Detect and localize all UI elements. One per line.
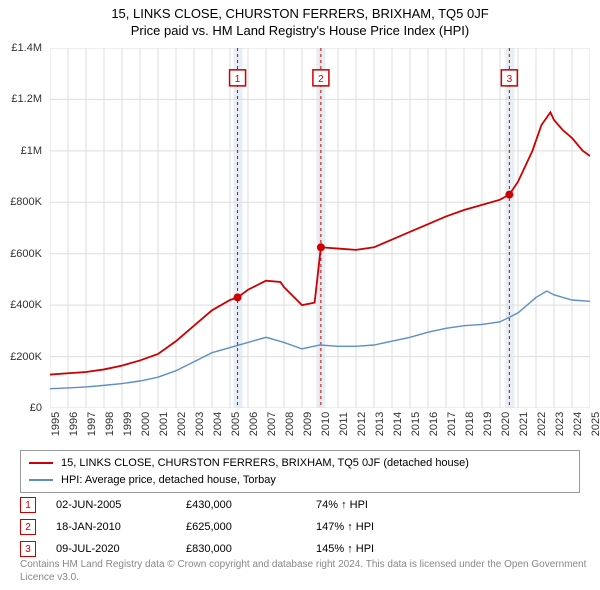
- y-axis-label: £400K: [2, 299, 42, 311]
- transaction-row: 2 18-JAN-2010£625,000147% ↑ HPI: [20, 516, 580, 538]
- legend: 15, LINKS CLOSE, CHURSTON FERRERS, BRIXH…: [20, 450, 580, 493]
- plot-svg: 1 2 3: [50, 48, 590, 408]
- x-axis-label: 2018: [464, 412, 476, 436]
- transaction-point: [505, 191, 513, 199]
- legend-swatch: [29, 462, 53, 464]
- x-axis-label: 2023: [554, 412, 566, 436]
- transaction-date: 18-JAN-2010: [56, 521, 186, 533]
- transaction-date: 09-JUL-2020: [56, 543, 186, 555]
- legend-label: 15, LINKS CLOSE, CHURSTON FERRERS, BRIXH…: [61, 455, 469, 472]
- x-axis-label: 1997: [86, 412, 98, 436]
- marker-label-text: 3: [507, 74, 513, 85]
- x-axis-label: 2009: [302, 412, 314, 436]
- transaction-price: £625,000: [186, 521, 316, 533]
- legend-swatch: [29, 479, 53, 481]
- title-sub: Price paid vs. HM Land Registry's House …: [0, 21, 600, 38]
- transaction-marker: 1: [20, 497, 36, 513]
- x-axis-label: 2010: [320, 412, 332, 436]
- y-axis-label: £1.2M: [2, 93, 42, 105]
- x-axis-label: 2008: [284, 412, 296, 436]
- x-axis-label: 1998: [104, 412, 116, 436]
- y-axis-label: £1M: [2, 145, 42, 157]
- x-axis-label: 2020: [500, 412, 512, 436]
- y-axis-label: £1.4M: [2, 42, 42, 54]
- shaded-band: [505, 48, 514, 408]
- chart-container: 15, LINKS CLOSE, CHURSTON FERRERS, BRIXH…: [0, 0, 600, 590]
- x-axis-label: 2012: [356, 412, 368, 436]
- y-axis-label: £0: [2, 402, 42, 414]
- transaction-point: [317, 243, 325, 251]
- legend-item: HPI: Average price, detached house, Torb…: [29, 472, 571, 489]
- transaction-date: 02-JUN-2005: [56, 499, 186, 511]
- x-axis-label: 2022: [536, 412, 548, 436]
- shaded-band: [234, 48, 243, 408]
- transactions-table: 1 02-JUN-2005£430,00074% ↑ HPI 2 18-JAN-201…: [20, 494, 580, 560]
- transaction-row: 3 09-JUL-2020£830,000145% ↑ HPI: [20, 538, 580, 560]
- x-axis-label: 2000: [140, 412, 152, 436]
- x-axis-label: 2003: [194, 412, 206, 436]
- y-axis-label: £600K: [2, 248, 42, 260]
- legend-item: 15, LINKS CLOSE, CHURSTON FERRERS, BRIXH…: [29, 455, 571, 472]
- x-axis-label: 2024: [572, 412, 584, 436]
- x-axis-label: 1996: [68, 412, 80, 436]
- x-axis-label: 2016: [428, 412, 440, 436]
- title-main: 15, LINKS CLOSE, CHURSTON FERRERS, BRIXH…: [0, 0, 600, 21]
- transaction-marker: 3: [20, 541, 36, 557]
- x-axis-label: 2021: [518, 412, 530, 436]
- x-axis-label: 1999: [122, 412, 134, 436]
- marker-label-text: 2: [318, 74, 324, 85]
- x-axis-label: 2015: [410, 412, 422, 436]
- x-axis-label: 2001: [158, 412, 170, 436]
- transaction-pct: 145% ↑ HPI: [316, 543, 456, 555]
- footer-text: Contains HM Land Registry data © Crown c…: [20, 558, 600, 584]
- transaction-price: £430,000: [186, 499, 316, 511]
- transaction-marker: 2: [20, 519, 36, 535]
- x-axis-label: 2007: [266, 412, 278, 436]
- y-axis-label: £200K: [2, 351, 42, 363]
- transaction-point: [234, 293, 242, 301]
- x-axis-label: 2011: [338, 412, 350, 436]
- transaction-price: £830,000: [186, 543, 316, 555]
- chart-area: 123 £0£200K£400K£600K£800K£1M£1.2M£1.4M1…: [50, 48, 590, 408]
- x-axis-label: 2025: [590, 412, 600, 436]
- x-axis-label: 2002: [176, 412, 188, 436]
- x-axis-label: 2017: [446, 412, 458, 436]
- marker-label-text: 1: [235, 74, 241, 85]
- y-axis-label: £800K: [2, 196, 42, 208]
- x-axis-label: 2014: [392, 412, 404, 436]
- transaction-row: 1 02-JUN-2005£430,00074% ↑ HPI: [20, 494, 580, 516]
- transaction-pct: 147% ↑ HPI: [316, 521, 456, 533]
- x-axis-label: 2019: [482, 412, 494, 436]
- legend-label: HPI: Average price, detached house, Torb…: [61, 472, 276, 489]
- x-axis-label: 2005: [230, 412, 242, 436]
- x-axis-label: 2006: [248, 412, 260, 436]
- x-axis-label: 2013: [374, 412, 386, 436]
- x-axis-label: 2004: [212, 412, 224, 436]
- transaction-pct: 74% ↑ HPI: [316, 499, 456, 511]
- x-axis-label: 1995: [50, 412, 62, 436]
